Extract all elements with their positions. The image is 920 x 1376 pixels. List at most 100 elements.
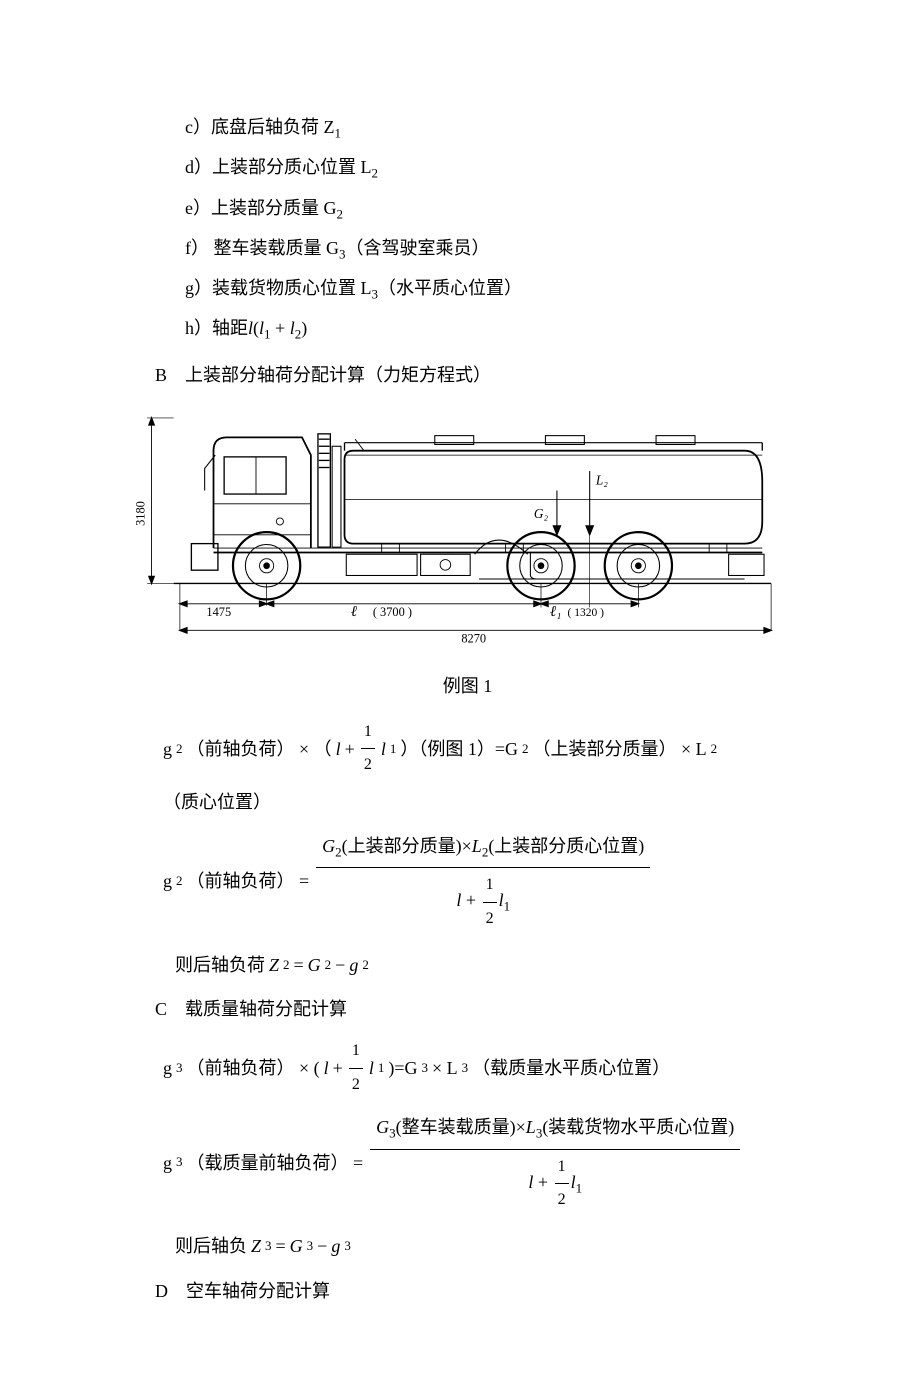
eq-c1-g3: g [163,1051,172,1085]
eq-b2-hn: 1 [483,870,497,902]
eq-c3-Gs: 3 [307,1234,314,1259]
svg-text:L₂: L₂ [595,472,608,487]
eq-b3-g: g [349,948,358,982]
eq-b1: g2（前轴负荷） × （l + 12 l1）（例图 1）=G2（上装部分质量） … [163,717,780,819]
eq-c1-cp: )=G [388,1051,417,1085]
eq-b1-hn: 1 [361,717,375,749]
eq-c1-hn: 1 [349,1036,363,1068]
eq-c1-l: l [324,1051,329,1085]
svg-text:ℓ₁: ℓ₁ [550,604,562,620]
eq-b3-pre: 则后轴负荷 [175,948,265,982]
eq-c1-l1sub: 1 [378,1056,385,1081]
svg-text:( 3700 ): ( 3700 ) [373,605,412,619]
eq-c3-g: g [331,1229,340,1263]
svg-text:( 1320 ): ( 1320 ) [568,607,605,619]
eq-b1-L2lab: （质心位置） [163,785,271,819]
param-d-sub: 2 [372,166,379,181]
eq-b2-dl1s: 1 [504,899,511,914]
eq-b2-G2lab: (上装部分质量)× [342,836,472,856]
eq-c2-hn: 1 [555,1152,569,1184]
eq-c1-l1: l [369,1051,374,1085]
param-f: f） 整车装载质量 G3（含驾驶室乘员） [185,231,780,267]
eq-c2-hd: 2 [555,1184,569,1215]
eq-c3-eq: = [276,1229,286,1263]
parameter-list: c）底盘后轴负荷 Z1 d）上装部分质心位置 L2 e）上装部分质量 G2 f）… [185,110,780,348]
section-c-head: C 载质量轴荷分配计算 [155,992,780,1026]
eq-c2-lab: （载质量前轴负荷） = [187,1146,364,1180]
eq-c2-G3: G [376,1117,389,1137]
eq-c3-gs: 3 [344,1234,351,1259]
eq-b1-half: 12 [361,717,375,781]
eq-b1-plus: + [345,732,355,766]
param-f-text: f） 整车装载质量 G [185,238,339,258]
param-g-text: g）装载货物质心位置 L [185,278,372,298]
param-h-close: ) [301,318,307,338]
eq-c2: g3（载质量前轴负荷） = G3(整车装载质量)×L3(装载货物水平质心位置) … [163,1110,780,1215]
eq-b2: g2（前轴负荷） = G2(上装部分质量)×L2(上装部分质心位置) l + 1… [163,829,780,934]
eq-b1-l1sub: 1 [390,737,397,762]
eq-c2-frac: G3(整车装载质量)×L3(装载货物水平质心位置) l + 12l1 [370,1110,740,1215]
eq-b3-eq: = [294,948,304,982]
eq-b2-G2: G [322,836,335,856]
truck-diagram: 3180 [125,402,780,661]
svg-text:8270: 8270 [461,632,486,646]
eq-b1-hd: 2 [361,749,375,780]
eq-c1-G3s: 3 [422,1056,429,1081]
eq-c1-L3l: （载质量水平质心位置） [472,1051,670,1085]
eq-b1-l: l [336,732,341,766]
eq-b1-lab1: （前轴负荷） × （ [187,732,332,766]
param-c-text: c）底盘后轴负荷 Z [185,117,334,137]
param-e: e）上装部分质量 G2 [185,191,780,227]
dim-height: 3180 [133,501,147,526]
eq-b1-L2sub: 2 [711,737,718,762]
eq-c2-L3lab: (装载货物水平质心位置) [542,1117,734,1137]
eq-b2-dp: + [461,890,480,910]
eq-b2-lab: （前轴负荷） = [187,864,310,898]
eq-c3: 则后轴负Z3 = G3 − g3 [175,1229,780,1263]
eq-c3-Zs: 3 [265,1234,272,1259]
param-d: d）上装部分质心位置 L2 [185,150,780,186]
eq-b1-G2sub: 2 [522,737,529,762]
eq-b2-den: l + 12l1 [450,868,516,934]
eq-c3-pre: 则后轴负 [175,1229,247,1263]
section-b-head: B 上装部分轴荷分配计算（力矩方程式） [155,358,780,392]
eq-b1-l1: l [381,732,386,766]
param-g-paren: （水平质心位置） [378,278,522,298]
eq-c2-g3: g [163,1146,172,1180]
eq-c2-half: 12 [555,1152,569,1216]
eq-b3-min: − [335,948,345,982]
eq-c1-hd: 2 [349,1069,363,1100]
eq-b1-g2: g [163,732,172,766]
eq-c2-dl1s: 1 [576,1180,583,1195]
eq-b1-g2sub: 2 [176,737,183,762]
param-h-plus: + [271,318,290,338]
eq-c1-plus: + [333,1051,343,1085]
figure-caption: 例图 1 [155,669,780,703]
eq-c2-dp: + [533,1172,552,1192]
eq-b2-L2lab: (上装部分质心位置) [488,836,644,856]
eq-c3-G: G [290,1229,303,1263]
eq-b3: 则后轴负荷Z2 = G2 − g2 [175,948,780,982]
eq-b2-hd: 2 [483,903,497,934]
param-e-sub: 2 [337,206,344,221]
eq-b2-frac: G2(上装部分质量)×L2(上装部分质心位置) l + 12l1 [316,829,650,934]
eq-c1-L3s: 3 [462,1056,469,1081]
eq-c3-min: − [317,1229,327,1263]
svg-text:1475: 1475 [206,605,231,619]
eq-b2-L2: L [472,836,482,856]
param-h: h）轴距l(l1 + l2) [185,311,780,347]
section-d-head: D 空车轴荷分配计算 [155,1274,780,1308]
eq-b3-Gs: 2 [325,953,332,978]
eq-b3-G: G [308,948,321,982]
eq-b1-cp: ）（例图 1）=G [400,732,518,766]
eq-c2-L3: L [526,1117,536,1137]
eq-c1-tm: × L [432,1051,458,1085]
param-e-text: e）上装部分质量 G [185,198,337,218]
eq-b3-gs: 2 [362,953,369,978]
eq-b1-G2lab: （上装部分质量） × L [533,732,707,766]
param-c-sub: 1 [334,126,341,141]
eq-c1: g3（前轴负荷） × (l + 12 l1)=G3 × L3（载质量水平质心位置… [163,1036,780,1100]
eq-c1-g3sub: 3 [176,1056,183,1081]
eq-c1-half: 12 [349,1036,363,1100]
eq-b3-Z: Z [269,948,279,982]
